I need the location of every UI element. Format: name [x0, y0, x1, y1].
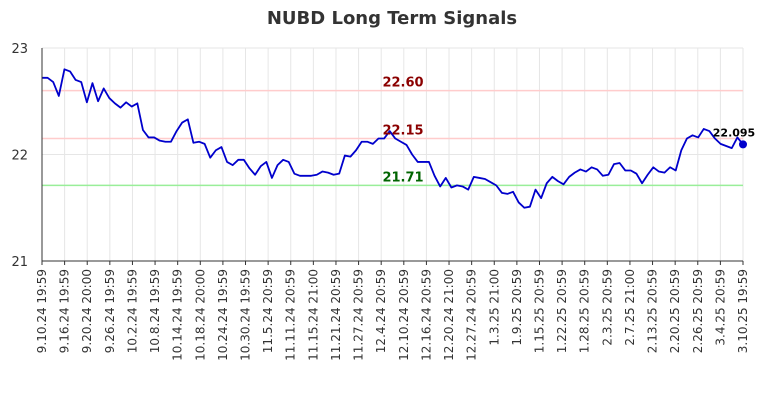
x-tick-label: 11.11.24 20:59 [284, 269, 298, 361]
y-tick-label: 23 [11, 42, 28, 57]
x-tick-label: 12.10.24 20:59 [397, 269, 411, 361]
x-tick-label: 2.3.25 20:59 [600, 269, 614, 346]
x-tick-label: 12.20.24 21:00 [442, 269, 456, 361]
x-tick-label: 1.28.25 20:59 [578, 269, 592, 353]
price-line [42, 68, 744, 209]
x-tick-label: 3.10.25 19:59 [736, 269, 750, 353]
x-tick-label: 2.13.25 20:59 [646, 269, 660, 353]
y-tick-label: 22 [11, 149, 28, 164]
x-tick-label: 2.26.25 20:59 [691, 269, 705, 353]
x-tick-label: 1.3.25 21:00 [487, 269, 501, 346]
x-tick-label: 2.20.25 20:59 [668, 269, 682, 353]
x-tick-label: 11.15.24 21:00 [306, 269, 320, 361]
signal-label: 22.15 [382, 124, 423, 139]
x-tick-label: 9.26.24 19:59 [103, 269, 117, 353]
series-layer [42, 68, 747, 209]
x-tick-label: 10.30.24 19:59 [239, 269, 253, 361]
label-layer: 22.60 22.15 21.71 22.095 [382, 76, 755, 186]
grid-layer [41, 47, 744, 262]
last-point-marker [739, 140, 747, 149]
x-tick-label: 12.4.24 20:59 [374, 269, 388, 353]
signal-label: 21.71 [382, 170, 423, 185]
signal-label: 22.60 [382, 76, 423, 91]
x-tick-label: 10.14.24 19:59 [171, 269, 185, 361]
x-tick-label: 10.8.24 19:59 [148, 269, 162, 353]
x-tick-label: 11.21.24 20:59 [329, 269, 343, 361]
x-tick-label: 11.27.24 20:59 [352, 269, 366, 361]
x-tick-label: 9.10.24 19:59 [35, 269, 49, 353]
x-tick-label: 9.16.24 19:59 [58, 269, 72, 353]
x-tick-label: 10.24.24 19:59 [216, 269, 230, 361]
x-tick-label: 9.20.24 20:00 [80, 269, 94, 353]
last-point-label: 22.095 [713, 126, 755, 139]
x-tick-label: 1.9.25 20:59 [510, 269, 524, 346]
x-tick-label: 3.4.25 20:59 [713, 269, 727, 346]
x-tick-label: 11.5.24 20:59 [261, 269, 275, 353]
x-tick-label: 1.15.25 20:59 [532, 269, 546, 353]
axis-layer: 21 22 23 9.10.24 19:59 9.16.24 19:59 9.20.24 … [11, 42, 750, 361]
x-tick-label: 10.18.24 20:00 [193, 269, 207, 361]
chart-title: NUBD Long Term Signals [266, 8, 518, 29]
x-tick-label: 12.16.24 20:59 [419, 269, 433, 361]
x-tick-label: 2.7.25 21:00 [623, 269, 637, 346]
x-tick-label: 1.22.25 20:59 [555, 269, 569, 353]
y-tick-label: 21 [11, 255, 28, 270]
x-tick-label: 12.27.24 20:59 [465, 269, 479, 361]
signal-lines [42, 89, 743, 187]
x-tick-label: 10.2.24 19:59 [125, 269, 139, 353]
